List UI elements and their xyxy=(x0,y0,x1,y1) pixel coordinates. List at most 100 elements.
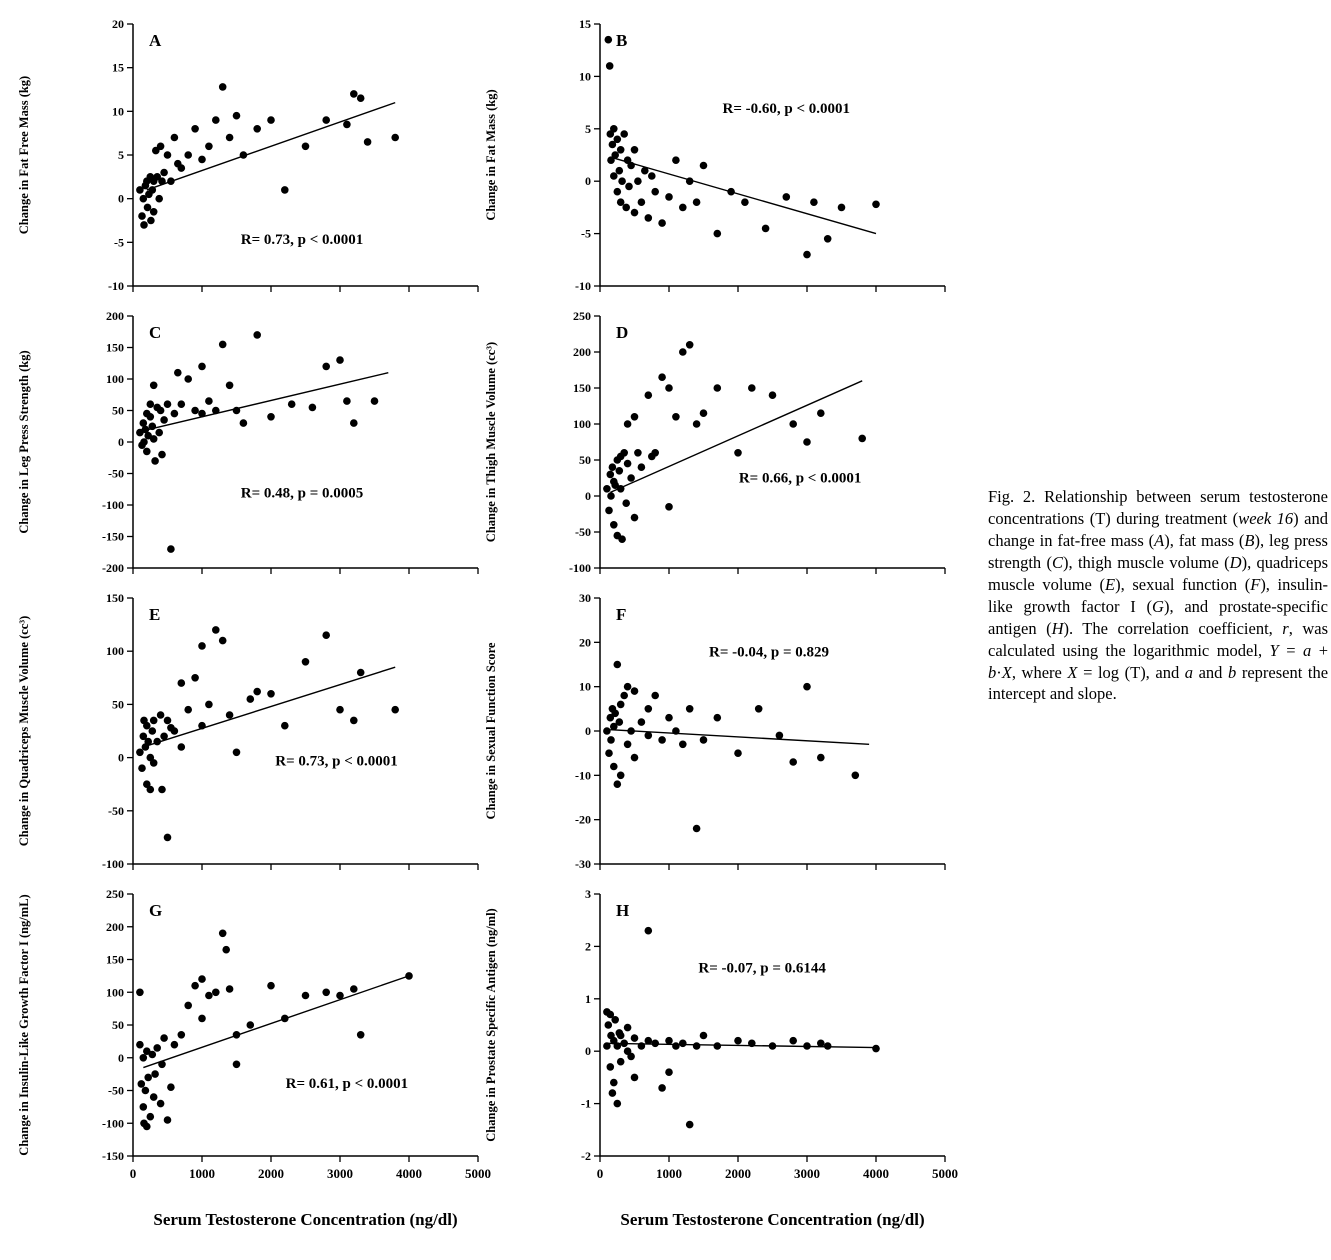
data-point xyxy=(158,177,166,185)
data-point xyxy=(198,362,206,371)
data-point xyxy=(741,198,749,206)
data-point xyxy=(163,151,172,159)
y-tick-label: -10 xyxy=(575,279,591,293)
data-point xyxy=(651,691,659,700)
caption-segment: , was calculated using the logarithmic m… xyxy=(988,618,1328,660)
scatter-plot-H: 3 2 1 0 -1 -2 0 1000 2000 3000 4000 5000 H R= -0.07, … xyxy=(484,887,958,1181)
y-tick-label: -10 xyxy=(575,768,591,782)
data-point xyxy=(139,1103,148,1111)
y-tick-label: 0 xyxy=(118,435,124,449)
y-tick-label: 0 xyxy=(585,489,591,503)
data-point xyxy=(630,687,639,695)
data-point xyxy=(158,785,166,794)
data-point xyxy=(191,406,199,415)
y-tick-label: 10 xyxy=(579,680,591,694)
data-point xyxy=(616,700,625,709)
data-point xyxy=(156,1099,165,1108)
data-point xyxy=(679,348,687,356)
data-point xyxy=(623,459,632,468)
y-tick-label: 50 xyxy=(112,697,124,711)
data-point xyxy=(225,133,234,142)
data-point xyxy=(239,151,248,159)
data-point xyxy=(699,409,708,417)
y-tick-label: -100 xyxy=(102,1116,124,1130)
data-point xyxy=(734,449,742,457)
data-point xyxy=(146,785,155,794)
data-point xyxy=(810,198,818,206)
panel-C: 200 150 100 50 0 -50 -100 -150 -200 C R= 0.48, p =… xyxy=(8,302,508,584)
data-point xyxy=(322,116,331,124)
scatter-plot-A: 20 15 10 5 0 -5 -10 A R= 0.73, p < 0.0001 Change … xyxy=(17,17,479,293)
y-tick-label: 200 xyxy=(106,920,124,934)
data-point xyxy=(155,428,163,437)
y-tick-label: 150 xyxy=(573,381,591,395)
panel-letter: D xyxy=(616,323,628,342)
y-tick-label: 10 xyxy=(112,104,124,118)
x-tick-label: 4000 xyxy=(396,1166,422,1181)
data-point xyxy=(651,449,659,457)
y-tick-label: 150 xyxy=(106,953,124,967)
data-point xyxy=(218,636,227,645)
y-tick-label: 5 xyxy=(585,122,591,136)
data-point xyxy=(148,186,157,194)
data-point xyxy=(637,1042,646,1050)
data-point xyxy=(153,737,161,746)
y-tick-label: 50 xyxy=(112,1018,124,1032)
data-point xyxy=(143,1047,151,1055)
data-point xyxy=(630,413,639,421)
data-point xyxy=(191,125,199,133)
panel-letter: C xyxy=(149,323,161,342)
y-tick-label: 15 xyxy=(112,61,124,75)
y-tick-label: 0 xyxy=(118,192,124,206)
axes xyxy=(599,598,945,865)
data-point xyxy=(803,682,811,691)
data-point xyxy=(789,420,797,428)
caption-segment: ), fat mass ( xyxy=(1164,530,1245,550)
y-tick-label: 250 xyxy=(106,887,124,901)
data-point xyxy=(218,929,227,938)
axes xyxy=(599,316,945,569)
data-point xyxy=(232,111,241,120)
data-point xyxy=(625,182,633,191)
data-point xyxy=(143,721,151,730)
y-tick-label: 100 xyxy=(573,417,591,431)
data-point xyxy=(679,1039,687,1048)
data-point xyxy=(685,177,694,185)
data-point xyxy=(616,1057,625,1066)
correlation-annotation: R= 0.73, p < 0.0001 xyxy=(241,232,364,248)
data-point xyxy=(184,1001,192,1010)
data-points xyxy=(604,35,880,259)
data-point xyxy=(170,409,179,418)
data-point xyxy=(301,658,310,666)
data-point xyxy=(158,450,166,459)
data-point xyxy=(138,764,146,772)
y-tick-label: -100 xyxy=(102,498,124,512)
data-point xyxy=(167,545,175,553)
data-point xyxy=(803,1042,811,1050)
data-point xyxy=(679,203,687,212)
data-point xyxy=(699,736,708,744)
panel-G: 250 200 150 100 50 0 -50 -100 -150 0 1000 2000 3000 4… xyxy=(8,880,508,1196)
data-point xyxy=(158,1060,166,1069)
data-point xyxy=(177,679,186,687)
data-point xyxy=(391,133,400,142)
data-point xyxy=(823,1042,832,1050)
data-point xyxy=(603,1042,611,1050)
data-point xyxy=(613,780,622,788)
data-point xyxy=(623,1023,632,1032)
data-point xyxy=(212,406,220,415)
caption-segment: H xyxy=(1051,618,1064,638)
data-point xyxy=(622,203,630,212)
data-point xyxy=(144,431,152,440)
x-tick-label: 5000 xyxy=(932,1166,958,1181)
data-point xyxy=(627,161,635,170)
y-tick-label: 1 xyxy=(585,992,591,1006)
axes xyxy=(132,598,478,865)
data-point xyxy=(616,146,625,154)
data-point xyxy=(748,1039,756,1048)
data-point xyxy=(163,716,172,725)
data-point xyxy=(858,434,866,443)
caption-segment: ), thigh muscle volume ( xyxy=(1063,552,1230,572)
data-point xyxy=(610,722,618,731)
data-point xyxy=(153,173,161,181)
